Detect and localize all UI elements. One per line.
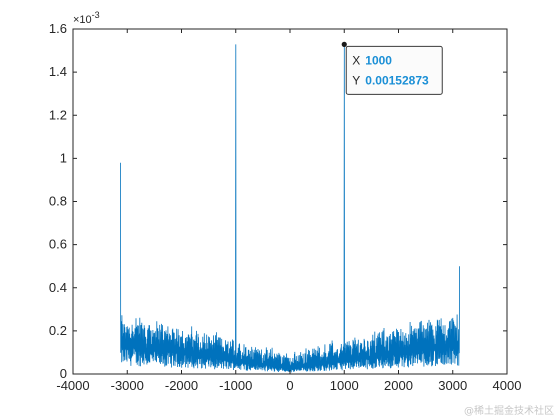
- x-tick-label: -4000: [56, 378, 89, 393]
- x-axis-ticks: -4000 -3000 -2000 -1000 0 1000 2000 3000 4000: [56, 29, 521, 393]
- x-tick-label: 4000: [493, 378, 522, 393]
- y-tick-label: 1.6: [49, 21, 67, 36]
- datatip[interactable]: X 1000 Y 0.00152873: [341, 41, 443, 95]
- y-exponent-power: -3: [92, 10, 100, 20]
- x-tick-label: -2000: [165, 378, 198, 393]
- datatip-box: [345, 45, 443, 95]
- datatip-x-label: X: [352, 53, 360, 67]
- x-tick-label: 3000: [438, 378, 467, 393]
- datatip-y-row: Y 0.00152873: [352, 73, 429, 87]
- y-exponent-label: ×10-3: [73, 10, 100, 26]
- datatip-y-value: 0.00152873: [365, 73, 429, 87]
- y-tick-label: 0.2: [49, 323, 67, 338]
- y-tick-label: 1: [60, 150, 67, 165]
- x-tick-label: -1000: [219, 378, 252, 393]
- x-tick-label: -3000: [111, 378, 144, 393]
- y-tick-label: 0: [60, 366, 67, 381]
- y-tick-label: 0.4: [49, 280, 67, 295]
- x-tick-label: 1000: [330, 378, 359, 393]
- y-tick-label: 1.4: [49, 64, 67, 79]
- datatip-x-value: 1000: [365, 53, 392, 67]
- y-exponent-base: ×10: [73, 14, 92, 26]
- plot-area: -4000 -3000 -2000 -1000 0 1000 2000 3000 4000 00…: [49, 10, 522, 393]
- y-tick-label: 0.6: [49, 237, 67, 252]
- datatip-x-row: X 1000: [352, 53, 392, 67]
- x-tick-label: 2000: [384, 378, 413, 393]
- signal-line: [120, 44, 460, 373]
- x-tick-label: 0: [286, 378, 293, 393]
- datatip-y-label: Y: [352, 73, 360, 87]
- y-axis-ticks: 0 0.2 0.4 0.6 0.8 1 1.2 1.4 1.6: [49, 21, 507, 381]
- y-tick-label: 0.8: [49, 194, 67, 209]
- y-tick-label: 1.2: [49, 107, 67, 122]
- datatip-marker[interactable]: [341, 41, 347, 47]
- watermark: @稀土掘金技术社区: [464, 406, 554, 417]
